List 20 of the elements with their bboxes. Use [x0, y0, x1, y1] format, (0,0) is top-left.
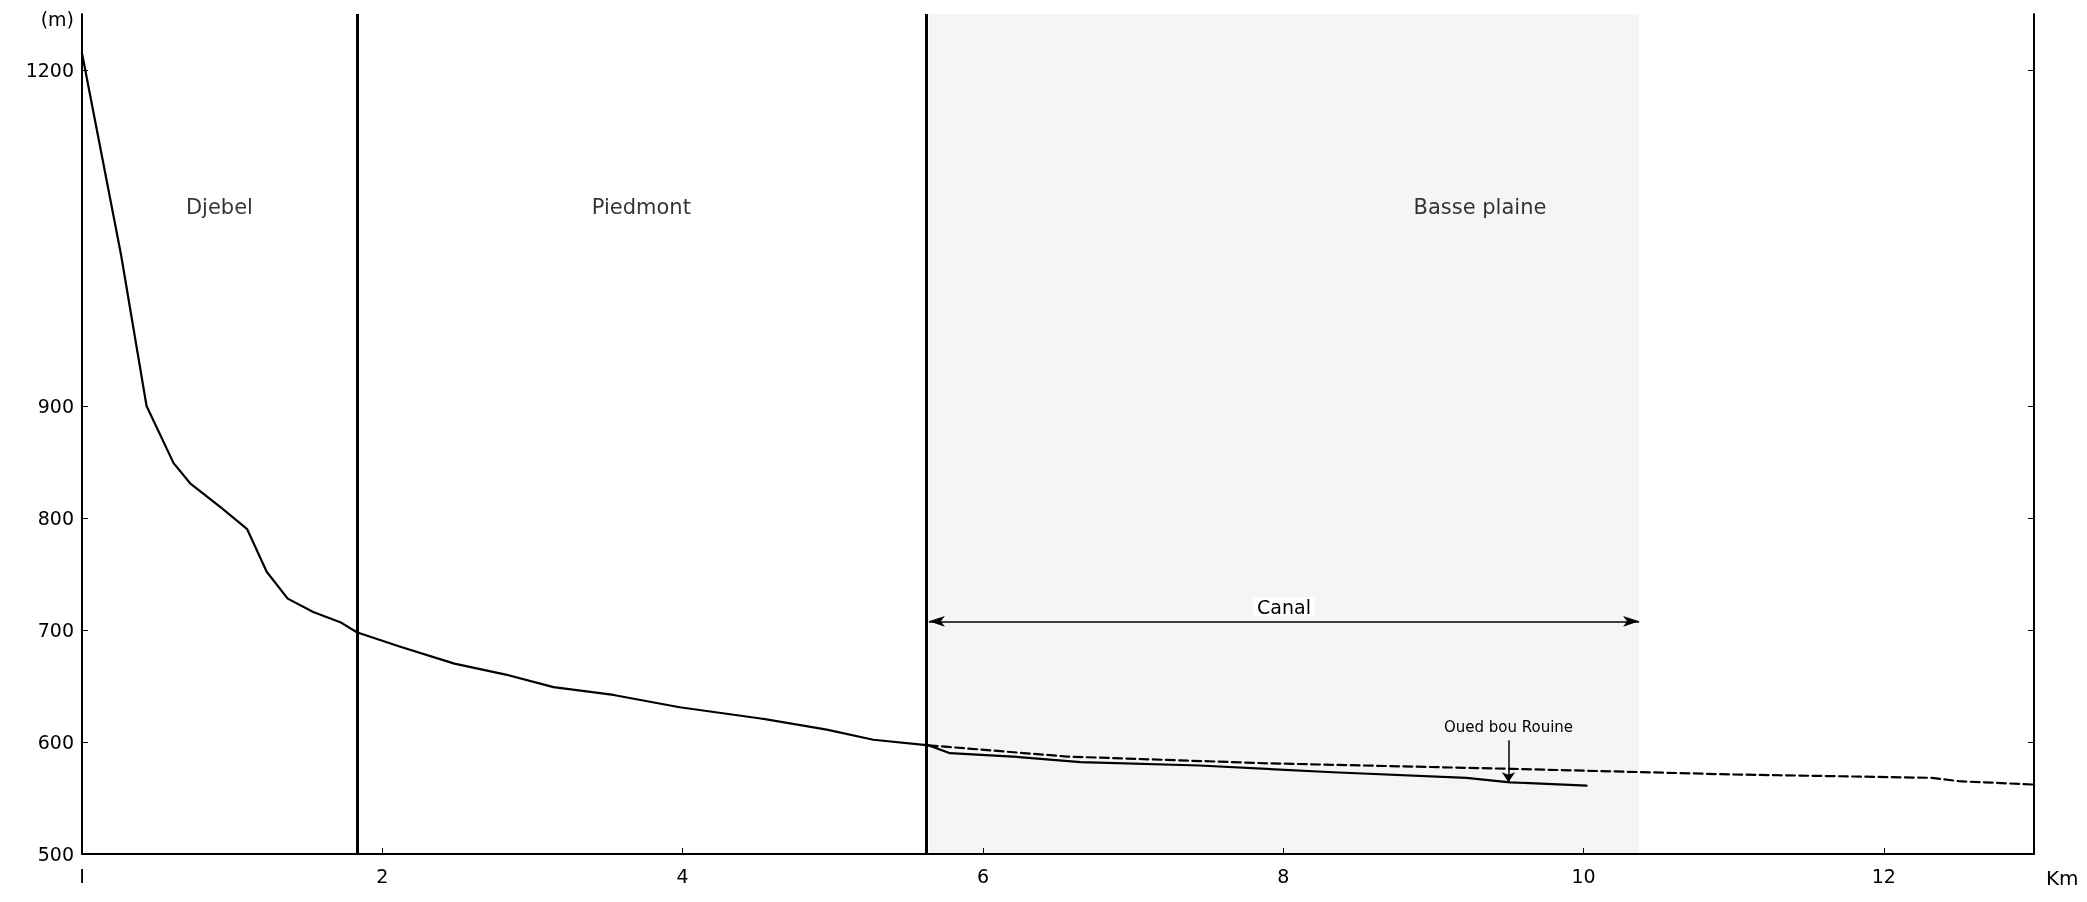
x-tick-label: I: [79, 864, 85, 887]
x-axis-title: Km: [2046, 866, 2079, 890]
y-tick-label: 1200: [25, 59, 74, 81]
x-tick-label: 6: [976, 864, 989, 887]
x-tick-label: 4: [676, 864, 689, 887]
annotation: Oued bou Rouine: [1443, 717, 1574, 736]
x-tick-label: 10: [1571, 864, 1596, 887]
y-axis-title: (m): [40, 7, 74, 30]
x-tick-label: 12: [1871, 864, 1896, 887]
y-tick-label: 800: [37, 507, 74, 529]
band-label: Canal: [1257, 595, 1311, 618]
annotation: Djebel: [185, 195, 253, 220]
x-tick-label: 2: [376, 864, 389, 887]
x-tick-label: 8: [1277, 864, 1290, 887]
y-tick-label: 700: [37, 619, 74, 641]
y-tick-label: 500: [37, 843, 74, 865]
y-tick-label: 900: [37, 395, 74, 417]
y-tick-label: 600: [37, 731, 74, 753]
annotation: Basse plaine: [1413, 195, 1547, 220]
annotation: Piedmont: [591, 195, 691, 220]
